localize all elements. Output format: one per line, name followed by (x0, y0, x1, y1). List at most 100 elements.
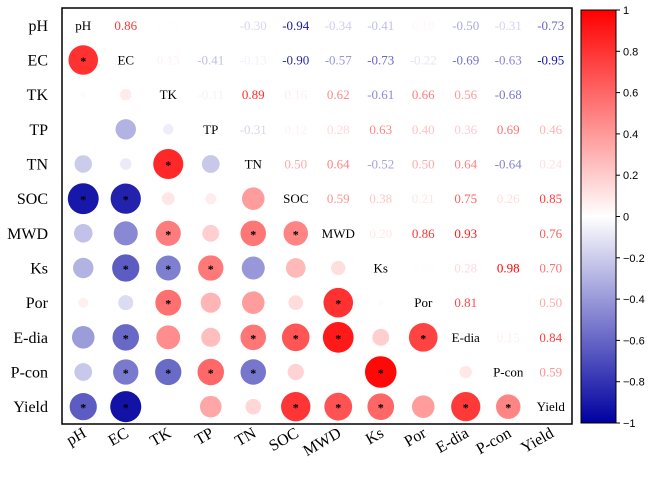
x-label-ph: pH (64, 425, 90, 450)
y-label-ec: EC (28, 53, 48, 70)
x-label-tn: TN (232, 425, 259, 451)
coef-ph-e-dia: -0.50 (452, 18, 479, 33)
coef-ph-yield: -0.73 (537, 18, 564, 33)
circle-e-dia-por (408, 322, 438, 352)
significance-star: * (463, 401, 469, 415)
colorbar-tick-label: −1 (623, 418, 636, 430)
coef-ph-ks: -0.41 (367, 18, 394, 33)
colorbar-tick-label: 0.8 (623, 46, 638, 58)
coef-ec-ks: -0.73 (367, 53, 394, 68)
colorbar-tick-label: 0.4 (623, 129, 638, 141)
circle-e-dia-tp (201, 327, 221, 347)
circle-mwd-tn (240, 220, 267, 247)
coef-ec-por: -0.22 (410, 53, 437, 68)
circle-e-dia-tn (240, 324, 267, 351)
coef-ph-ec: 0.86 (114, 18, 137, 33)
diagonal-label-ph: pH (75, 18, 91, 33)
circle-yield-tp (199, 395, 222, 418)
y-label-tp: TP (29, 122, 48, 139)
circle-p-con-tn (240, 359, 267, 385)
coef-tn-soc: 0.50 (284, 157, 307, 172)
significance-star: * (250, 366, 256, 380)
y-label-soc: SOC (17, 191, 48, 208)
diagonal-label-por: Por (414, 295, 433, 310)
significance-star: * (335, 401, 341, 415)
circle-p-con-soc (287, 363, 304, 381)
coef-p-con-yield: 0.59 (539, 365, 562, 380)
x-label-p-con: P-con (473, 425, 514, 458)
circle-tn-tp (201, 155, 220, 173)
circle-mwd-ph (73, 224, 93, 243)
circle-soc-tn (241, 187, 265, 210)
diagonal-label-tp: TP (203, 122, 218, 137)
x-label-mwd: MWD (300, 425, 344, 460)
coef-mwd-ks: 0.20 (369, 226, 392, 241)
coef-ph-tk: 0.03 (157, 18, 180, 33)
significance-star: * (123, 331, 129, 345)
circle-yield-p-con (496, 394, 521, 419)
significance-star: * (123, 366, 129, 380)
significance-star: * (165, 366, 171, 380)
coef-tn-yield: 0.24 (539, 157, 562, 172)
circle-mwd-tp (202, 224, 220, 242)
diagonal-label-tn: TN (245, 157, 263, 172)
circle-mwd-soc (283, 221, 308, 246)
coef-ec-e-dia: -0.69 (452, 53, 479, 68)
coef-soc-e-dia: 0.75 (454, 191, 477, 206)
y-axis-labels: pH EC TK TP TN SOC MWD Ks Por E-dia P-con Yield (7, 18, 49, 416)
coef-ks-p-con: 0.98 (497, 261, 520, 276)
coef-tk-tp: -0.11 (197, 87, 224, 102)
coef-tk-p-con: -0.68 (495, 87, 522, 102)
x-label-ks: Ks (363, 425, 387, 449)
circle-yield-ec (110, 391, 142, 423)
x-label-ec: EC (106, 425, 132, 450)
coef-ph-soc: -0.94 (282, 18, 310, 33)
circle-p-con-ec (113, 359, 139, 385)
circle-ks-mwd (331, 260, 346, 276)
circle-yield-ph (69, 393, 97, 421)
coef-tn-mwd: 0.64 (327, 157, 350, 172)
significance-star: * (505, 401, 511, 415)
colorbar-tick-label: −0.4 (623, 294, 645, 306)
coef-e-dia-p-con: 0.15 (497, 330, 520, 345)
circle-ks-ph (73, 257, 94, 279)
coef-ks-por: 0.03 (412, 261, 435, 276)
circle-tn-ph (74, 155, 92, 173)
circle-e-dia-ec (112, 324, 139, 351)
circle-por-soc (288, 295, 304, 310)
circle-p-con-tp (197, 358, 224, 386)
coef-ec-p-con: -0.63 (495, 53, 522, 68)
circle-ks-tn (241, 256, 265, 280)
y-label-ks: Ks (30, 261, 48, 278)
x-label-yield: Yield (518, 425, 557, 457)
circle-mwd-tk (155, 220, 181, 246)
significance-star: * (335, 331, 341, 345)
coef-ec-tn: -0.13 (240, 53, 267, 68)
colorbar-ticks: 1 0.8 0.6 0.4 0.2 0 −0.2 −0.4 −0.6 −0.8 −1 (616, 5, 645, 430)
circle-soc-ec (110, 183, 141, 214)
circle-por-ks (377, 299, 384, 306)
coef-tp-por: 0.40 (412, 122, 435, 137)
circle-soc-ph (67, 183, 99, 215)
circle-e-dia-soc (281, 323, 310, 352)
coef-ec-tp: -0.41 (197, 53, 224, 68)
circle-e-dia-mwd (322, 321, 354, 353)
x-label-soc: SOC (266, 425, 301, 455)
coef-tp-ks: 0.63 (369, 122, 392, 137)
circle-por-mwd (323, 287, 354, 318)
colorbar-tick-label: 1 (623, 5, 629, 17)
x-label-e-dia: E-dia (433, 425, 472, 457)
circle-tk-ph (80, 91, 87, 98)
coef-tn-ks: -0.52 (367, 157, 394, 172)
coef-ph-mwd: -0.34 (325, 18, 353, 33)
coef-tk-ks: -0.61 (367, 87, 394, 102)
circle-e-dia-ks (372, 328, 390, 346)
coef-ph-por: 0.10 (412, 18, 435, 33)
coef-tk-tn: 0.89 (242, 87, 265, 102)
y-label-p-con: P-con (11, 365, 48, 382)
y-label-mwd: MWD (7, 226, 48, 243)
significance-star: * (80, 193, 86, 207)
coef-tp-yield: 0.46 (539, 122, 562, 137)
